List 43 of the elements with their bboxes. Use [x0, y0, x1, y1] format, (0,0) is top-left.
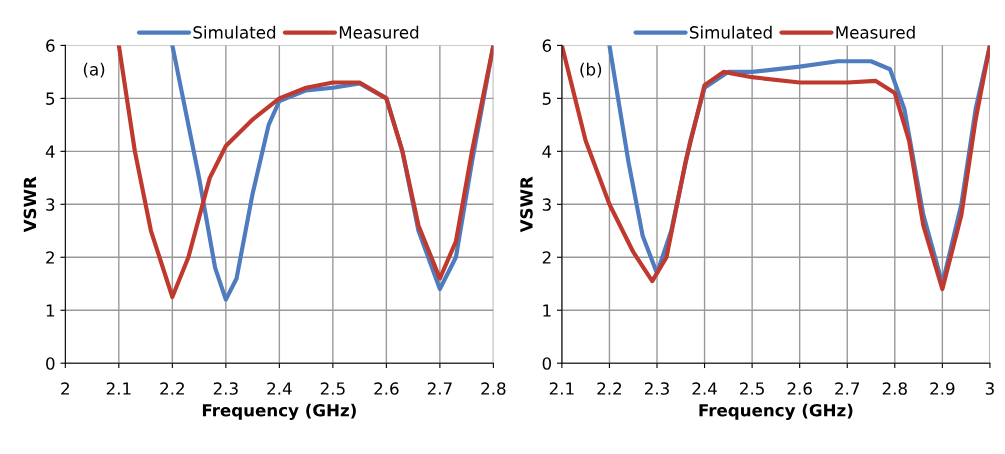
legend-label: Simulated [193, 25, 276, 39]
y-tick-label: 5 [542, 92, 551, 105]
x-tick-label: 2.5 [320, 382, 345, 395]
x-tick-label: 2.6 [787, 382, 812, 395]
y-tick-label: 1 [46, 304, 55, 317]
y-tick-label: 3 [46, 198, 55, 211]
x-tick-label: 2.3 [644, 382, 669, 395]
legend-label: Measured [836, 25, 915, 39]
legend-label: Measured [339, 25, 419, 39]
x-tick-label: 2.8 [882, 382, 907, 395]
y-tick-label: 0 [46, 357, 55, 370]
x-tick-label: 2.7 [427, 382, 452, 395]
x-tick-label: 2.7 [835, 382, 860, 395]
x-axis-title: Frequency (GHz) [699, 403, 853, 420]
y-axis-title: VSWR [23, 176, 37, 233]
x-tick-label: 2.5 [740, 382, 764, 395]
y-tick-label: 6 [46, 39, 55, 52]
y-tick-label: 4 [542, 145, 552, 158]
y-tick-label: 6 [542, 39, 552, 52]
x-tick-label: 2.4 [267, 382, 292, 395]
y-tick-label: 2 [46, 251, 54, 264]
x-axis-title: Frequency (GHz) [202, 403, 356, 420]
x-tick-label: 2.1 [549, 382, 574, 395]
x-tick-label: 2.2 [160, 382, 184, 395]
y-tick-label: 4 [45, 145, 55, 158]
x-tick-label: 2.2 [597, 382, 622, 395]
y-tick-label: 3 [542, 198, 551, 211]
x-tick-label: 3 [985, 382, 994, 395]
annotation: (a) [83, 62, 105, 78]
x-tick-label: 2.9 [930, 382, 955, 395]
x-tick-label: 2.6 [374, 382, 399, 395]
x-tick-label: 2.1 [106, 382, 131, 395]
x-tick-label: 2.8 [481, 382, 506, 395]
x-tick-label: 2 [61, 382, 69, 395]
annotation: (b) [580, 62, 602, 78]
y-axis-title: VSWR [520, 176, 533, 233]
y-tick-label: 1 [543, 304, 551, 317]
x-tick-label: 2.4 [692, 382, 717, 395]
y-tick-label: 0 [542, 357, 552, 370]
y-tick-label: 5 [46, 92, 55, 105]
y-tick-label: 2 [542, 251, 551, 264]
x-tick-label: 2.3 [213, 382, 238, 395]
legend-label: Simulated [690, 25, 772, 39]
